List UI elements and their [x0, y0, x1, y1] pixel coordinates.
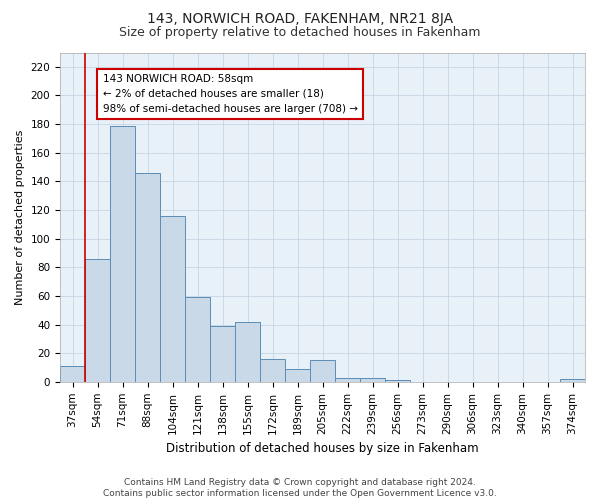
Bar	[160, 216, 185, 382]
Text: Contains HM Land Registry data © Crown copyright and database right 2024.
Contai: Contains HM Land Registry data © Crown c…	[103, 478, 497, 498]
Y-axis label: Number of detached properties: Number of detached properties	[15, 130, 25, 305]
Bar	[335, 378, 360, 382]
Text: Size of property relative to detached houses in Fakenham: Size of property relative to detached ho…	[119, 26, 481, 39]
Bar	[60, 366, 85, 382]
Bar	[85, 258, 110, 382]
Bar	[135, 173, 160, 382]
Bar	[560, 379, 585, 382]
Bar	[285, 369, 310, 382]
Bar	[385, 380, 410, 382]
Bar	[260, 359, 285, 382]
Bar	[210, 326, 235, 382]
Bar	[185, 298, 210, 382]
Bar	[110, 126, 135, 382]
Bar	[235, 322, 260, 382]
Bar	[360, 378, 385, 382]
Bar	[310, 360, 335, 382]
X-axis label: Distribution of detached houses by size in Fakenham: Distribution of detached houses by size …	[166, 442, 479, 455]
Text: 143 NORWICH ROAD: 58sqm
← 2% of detached houses are smaller (18)
98% of semi-det: 143 NORWICH ROAD: 58sqm ← 2% of detached…	[103, 74, 358, 114]
Text: 143, NORWICH ROAD, FAKENHAM, NR21 8JA: 143, NORWICH ROAD, FAKENHAM, NR21 8JA	[147, 12, 453, 26]
